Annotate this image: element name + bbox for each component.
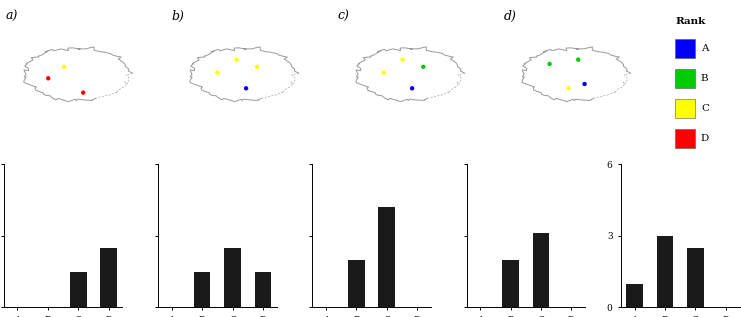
Bar (687, 248, 704, 307)
Point (396, 57, 408, 62)
FancyBboxPatch shape (675, 69, 695, 87)
Point (378, 70, 390, 75)
Point (211, 70, 223, 75)
Bar (502, 260, 519, 307)
Point (406, 86, 418, 91)
Bar (348, 260, 365, 307)
Bar (100, 248, 117, 307)
Point (562, 86, 574, 91)
FancyBboxPatch shape (675, 129, 695, 148)
Text: a): a) (5, 10, 18, 23)
Point (59, 64, 70, 69)
Point (544, 61, 556, 67)
Text: A: A (701, 44, 708, 53)
Bar (533, 234, 549, 307)
Point (251, 64, 263, 69)
Point (42, 76, 54, 81)
Point (572, 57, 584, 62)
Point (240, 86, 252, 91)
FancyBboxPatch shape (675, 39, 695, 57)
Text: B: B (701, 74, 708, 83)
Point (230, 57, 242, 62)
FancyBboxPatch shape (675, 99, 695, 118)
Point (417, 64, 429, 69)
Bar (225, 248, 241, 307)
Bar (626, 284, 643, 307)
Point (77, 90, 89, 95)
Text: b): b) (171, 10, 185, 23)
Text: D: D (701, 134, 709, 143)
Bar (379, 207, 395, 307)
Text: Rank: Rank (675, 17, 705, 26)
Bar (70, 272, 87, 307)
Point (579, 81, 591, 87)
Bar (255, 272, 271, 307)
Bar (194, 272, 210, 307)
Text: c): c) (337, 10, 349, 23)
Text: C: C (701, 104, 709, 113)
Text: d): d) (503, 10, 516, 23)
Bar (657, 236, 674, 307)
